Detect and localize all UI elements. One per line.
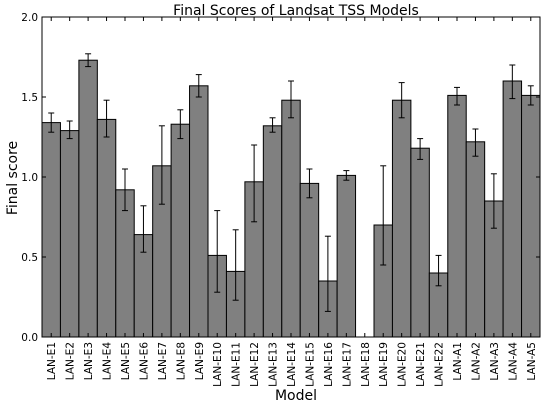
x-tick-label-lan-e1: LAN-E1 — [46, 342, 58, 380]
x-tick-label-lan-e19: LAN-E19 — [378, 342, 390, 387]
plot-frame — [41, 16, 541, 338]
axes-group: LAN-E1 LAN-E2 LAN-E3 LAN-E4 LAN-E5 LAN-E6 LAN-… — [21, 12, 541, 387]
x-tick-label-lan-a1: LAN-A1 — [452, 342, 464, 381]
x-tick-label-lan-e6: LAN-E6 — [138, 342, 150, 381]
bar-lan-e4 — [96, 118, 117, 338]
x-tick-label-lan-e9: LAN-E9 — [194, 342, 206, 380]
x-tick-label-lan-e20: LAN-E20 — [397, 342, 409, 387]
x-tick-label-lan-a3: LAN-A3 — [489, 342, 501, 381]
x-tick-label-lan-e3: LAN-E3 — [83, 342, 95, 380]
x-tick-label-lan-e14: LAN-E14 — [286, 342, 298, 387]
y-tick-label-0.0: 0.0 — [21, 332, 38, 344]
x-tick-label-lan-a5: LAN-A5 — [526, 342, 538, 381]
x-tick-label-lan-e5: LAN-E5 — [120, 342, 132, 380]
x-tick-label-lan-e16: LAN-E16 — [323, 342, 335, 387]
x-tick-label-lan-e17: LAN-E17 — [341, 342, 353, 387]
chart-title: Final Scores of Landsat TSS Models — [173, 3, 419, 19]
x-tick-label-lan-e10: LAN-E10 — [212, 342, 224, 387]
bar-lan-a1 — [447, 94, 467, 338]
bar-lan-e8 — [170, 123, 191, 338]
bar-lan-e17 — [336, 174, 357, 338]
y-axis-title: Final score — [5, 141, 21, 215]
bar-lan-e14 — [281, 99, 301, 338]
x-tick-label-lan-e13: LAN-E13 — [268, 342, 280, 387]
x-tick-label-lan-e11: LAN-E11 — [231, 342, 243, 387]
bar-lan-a2 — [465, 141, 486, 338]
bar-lan-e15 — [299, 182, 320, 338]
x-tick-label-lan-e8: LAN-E8 — [175, 342, 187, 380]
y-tick-label-1.0: 1.0 — [21, 172, 38, 184]
x-tick-label-lan-e7: LAN-E7 — [157, 342, 169, 380]
error-bars-group — [48, 53, 534, 312]
bar-lan-a5 — [521, 94, 541, 338]
y-tick-label-1.5: 1.5 — [21, 92, 38, 104]
y-tick-label-0.5: 0.5 — [21, 252, 38, 264]
bar-lan-e5 — [115, 189, 135, 338]
bar-lan-e3 — [78, 59, 98, 338]
x-tick-label-lan-e4: LAN-E4 — [102, 342, 114, 381]
x-tick-label-lan-a2: LAN-A2 — [470, 342, 482, 381]
x-tick-label-lan-a4: LAN-A4 — [507, 342, 519, 381]
bar-lan-e13 — [262, 125, 283, 338]
bar-lan-a4 — [502, 80, 523, 338]
x-tick-label-lan-e12: LAN-E12 — [249, 342, 261, 387]
bar-lan-e20 — [391, 99, 412, 338]
x-tick-label-lan-e22: LAN-E22 — [434, 342, 446, 387]
bar-lan-e1 — [41, 122, 61, 338]
x-tick-label-lan-e15: LAN-E15 — [304, 342, 316, 387]
x-tick-label-lan-e21: LAN-E21 — [415, 342, 427, 387]
x-axis-title: Model — [275, 388, 317, 403]
x-tick-label-lan-e18: LAN-E18 — [360, 342, 372, 387]
bar-lan-e21 — [410, 147, 430, 338]
x-tick-label-lan-e2: LAN-E2 — [65, 342, 77, 380]
bars-group — [41, 59, 541, 338]
y-tick-label-2.0: 2.0 — [21, 12, 38, 24]
bar-lan-e2 — [59, 130, 80, 338]
bar-lan-e9 — [189, 85, 209, 338]
